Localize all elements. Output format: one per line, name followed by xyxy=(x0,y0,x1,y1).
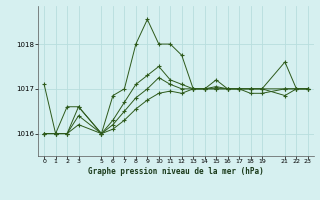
X-axis label: Graphe pression niveau de la mer (hPa): Graphe pression niveau de la mer (hPa) xyxy=(88,167,264,176)
